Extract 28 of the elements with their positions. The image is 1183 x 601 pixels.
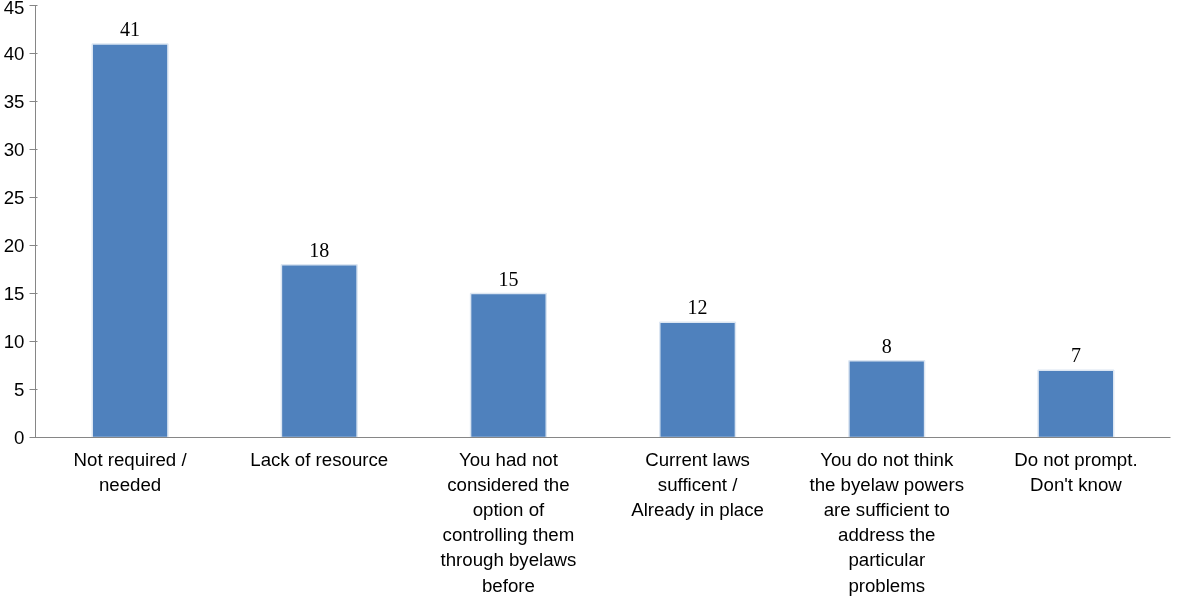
data-label: 8: [881, 334, 892, 357]
bar: [91, 43, 169, 438]
y-tick-label: 30: [3, 139, 25, 160]
y-tick-label: 20: [3, 235, 25, 256]
bar: [848, 359, 926, 438]
y-tick-label: 15: [3, 283, 25, 304]
x-tick-label: You do not think the byelaw powers are sufficient to address the particular problems: [809, 448, 965, 596]
y-tick-label: 40: [3, 43, 25, 64]
x-tick-label: Do not prompt. Don't know: [1014, 448, 1138, 495]
bar: [469, 292, 547, 438]
x-tick-label: Current laws sufficent / Already in place: [631, 448, 764, 520]
x-tick-label: Not required / needed: [73, 448, 188, 495]
y-tick-label: 45: [3, 0, 25, 18]
y-tick-label: 25: [3, 187, 25, 208]
x-tick-label: You had not considered the option of controlling them through byelaws before: [440, 448, 577, 596]
data-label: 7: [1070, 344, 1081, 367]
data-label: 15: [498, 267, 519, 290]
x-tick-label: Lack of resource: [250, 448, 389, 470]
bar: [280, 263, 358, 438]
data-label: 12: [687, 296, 708, 319]
y-tick-label: 0: [14, 427, 25, 448]
y-tick-label: 5: [14, 379, 25, 400]
bar: [659, 321, 737, 438]
data-label: 18: [309, 238, 330, 261]
y-tick-label: 35: [3, 91, 25, 112]
bar: [1037, 369, 1115, 438]
y-tick-label: 10: [3, 331, 25, 352]
data-label: 41: [120, 17, 141, 40]
